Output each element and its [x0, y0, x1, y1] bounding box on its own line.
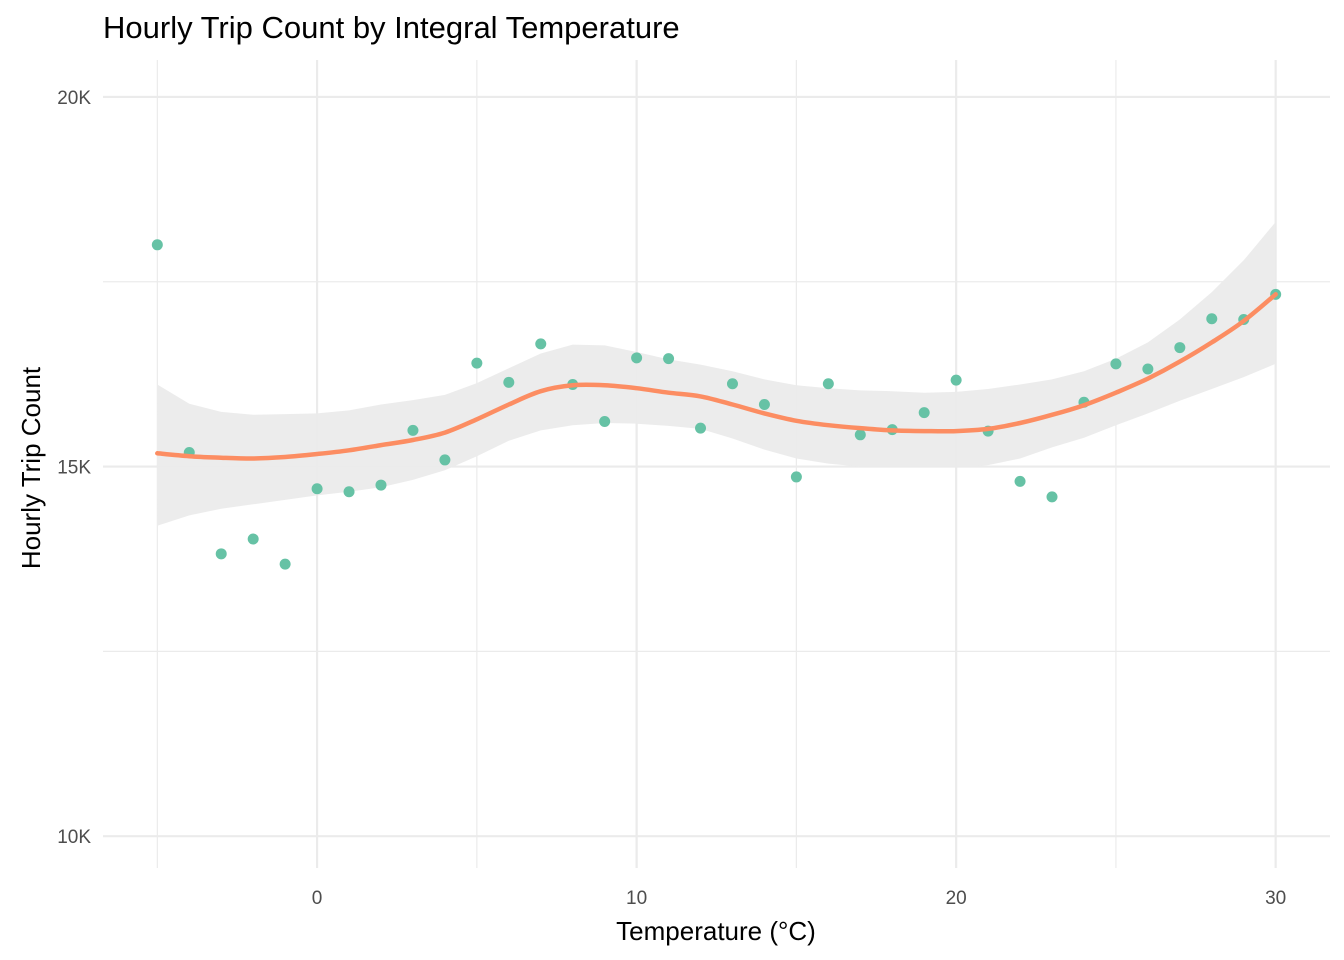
- data-point: [215, 548, 227, 560]
- data-point: [918, 407, 930, 419]
- chart-title: Hourly Trip Count by Integral Temperatur…: [103, 10, 680, 45]
- data-point: [822, 378, 834, 390]
- data-point: [1206, 313, 1218, 325]
- data-point: [535, 338, 547, 350]
- data-point: [758, 398, 770, 410]
- data-point: [151, 239, 163, 251]
- x-axis-title: Temperature (°C): [616, 916, 816, 946]
- y-tick-label: 20K: [57, 88, 91, 109]
- data-point: [375, 479, 387, 491]
- data-point: [1014, 475, 1026, 487]
- y-tick-label: 15K: [57, 458, 91, 479]
- data-point: [1142, 363, 1154, 375]
- data-point: [279, 558, 291, 570]
- data-point: [343, 486, 355, 498]
- data-point: [311, 483, 323, 495]
- data-point: [407, 424, 419, 436]
- data-point: [247, 533, 259, 545]
- data-point: [471, 357, 483, 369]
- data-point: [663, 353, 675, 365]
- x-tick-label: 10: [626, 888, 647, 909]
- data-point: [631, 352, 643, 364]
- data-points: [151, 239, 1282, 570]
- x-tick-label: 30: [1265, 888, 1286, 909]
- data-point: [439, 454, 451, 466]
- smooth-line: [155, 292, 1278, 461]
- confidence-band: [157, 221, 1276, 526]
- data-point: [726, 378, 738, 390]
- y-axis-title: Hourly Trip Count: [16, 366, 46, 569]
- data-point: [1046, 491, 1058, 503]
- data-point: [790, 471, 802, 483]
- data-point: [950, 374, 962, 386]
- data-point: [1110, 358, 1122, 370]
- data-point: [1174, 342, 1186, 354]
- x-axis-ticks: 0 10 20 30: [312, 888, 1286, 909]
- data-point: [854, 429, 866, 441]
- y-axis-ticks: 10K 15K 20K: [57, 88, 91, 848]
- y-tick-label: 10K: [57, 827, 91, 848]
- grid: [103, 60, 1330, 868]
- data-point: [599, 415, 611, 427]
- x-tick-label: 20: [946, 888, 967, 909]
- data-point: [695, 422, 707, 434]
- x-tick-label: 0: [312, 888, 323, 909]
- data-point: [503, 376, 515, 388]
